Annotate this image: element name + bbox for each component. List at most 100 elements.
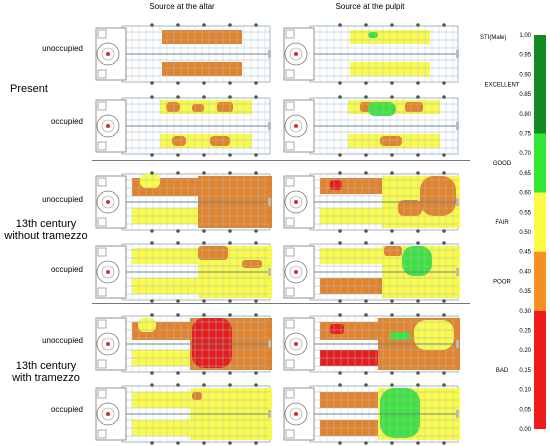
column — [338, 313, 342, 317]
column — [254, 241, 258, 245]
sti-region — [242, 260, 262, 268]
column — [202, 95, 206, 99]
column — [202, 153, 206, 157]
sti-map-panel — [95, 171, 272, 233]
scale-tick-label: 0.85 — [519, 92, 531, 98]
group-label-13c-without-tramezzo: 13th century without tramezzo — [0, 218, 92, 242]
column — [364, 229, 368, 233]
column — [176, 81, 180, 85]
presbytery — [283, 27, 315, 81]
column — [176, 171, 180, 175]
apse-circle — [284, 332, 308, 356]
chapel — [285, 177, 295, 187]
entrance — [268, 340, 271, 348]
column — [364, 81, 368, 85]
sti-region — [368, 32, 378, 38]
column — [176, 383, 180, 387]
column — [150, 241, 154, 245]
sti-map-panel — [95, 313, 272, 375]
scale-category-bad: BAD — [496, 368, 509, 374]
source-marker — [294, 270, 298, 274]
presbytery — [283, 245, 315, 299]
apse-circle — [96, 114, 120, 138]
sti-map-panel — [95, 383, 272, 445]
column-header-pulpit: Source at the pulpit — [335, 2, 405, 11]
column — [150, 153, 154, 157]
scale-tick-label: 0.40 — [519, 269, 531, 275]
apse-circle — [96, 42, 120, 66]
sti-region — [210, 136, 230, 146]
chapel — [285, 141, 295, 151]
column — [390, 23, 394, 27]
column — [202, 81, 206, 85]
presbytery — [283, 387, 315, 441]
sti-map-panel — [283, 241, 460, 303]
apse-circle — [284, 402, 308, 426]
column — [202, 383, 206, 387]
scale-title: STI(Male) — [480, 35, 506, 41]
column — [150, 171, 154, 175]
column — [338, 299, 342, 303]
chapel — [285, 101, 295, 111]
column — [338, 95, 342, 99]
column — [338, 81, 342, 85]
sti-region — [368, 102, 396, 116]
chapel — [97, 217, 107, 227]
entrance — [268, 198, 271, 206]
sti-region — [166, 102, 180, 112]
chapel — [97, 101, 107, 111]
column — [228, 95, 232, 99]
column — [416, 153, 420, 157]
chapel — [285, 359, 295, 369]
sti-region — [402, 246, 432, 276]
column — [338, 241, 342, 245]
sti-map-panel — [283, 383, 460, 445]
column — [150, 299, 154, 303]
column — [416, 241, 420, 245]
column — [228, 371, 232, 375]
column — [228, 241, 232, 245]
column — [416, 299, 420, 303]
apse-inner — [101, 119, 115, 133]
scale-tick-label: 0.65 — [519, 171, 531, 177]
column — [390, 81, 394, 85]
scale-tick-label: 0.60 — [519, 191, 531, 197]
apse-circle — [284, 114, 308, 138]
apse-circle — [284, 42, 308, 66]
column — [176, 153, 180, 157]
group-label-line-2: with tramezzo — [12, 372, 80, 384]
scale-bar — [534, 35, 546, 429]
entrance — [456, 340, 459, 348]
column — [176, 299, 180, 303]
sti-map-panel — [95, 95, 271, 157]
column — [390, 171, 394, 175]
column — [202, 171, 206, 175]
scale-category-poor: POOR — [493, 279, 511, 285]
column — [416, 229, 420, 233]
chapel — [285, 29, 295, 39]
column — [364, 383, 368, 387]
chapel — [97, 287, 107, 297]
scale-tick-label: 0.15 — [519, 368, 531, 374]
column — [416, 81, 420, 85]
presbytery — [95, 27, 127, 81]
column — [364, 299, 368, 303]
apse-circle — [96, 402, 120, 426]
sti-map-panel — [95, 23, 271, 85]
chapel — [285, 69, 295, 79]
presbytery — [95, 99, 127, 153]
column — [176, 23, 180, 27]
sti-map-panel — [283, 171, 460, 233]
apse-inner — [101, 47, 115, 61]
column — [150, 371, 154, 375]
column — [364, 241, 368, 245]
chapel — [97, 141, 107, 151]
scale-tick-label: 0.00 — [519, 427, 531, 433]
scale-tick-label: 0.75 — [519, 132, 531, 138]
scale-tick-label: 0.45 — [519, 250, 531, 256]
sti-region — [380, 136, 402, 146]
scale-categories: EXCELLENT GOOD FAIR POOR BAD — [484, 82, 519, 374]
sti-region — [384, 246, 402, 256]
apse-inner — [101, 265, 115, 279]
column — [338, 371, 342, 375]
